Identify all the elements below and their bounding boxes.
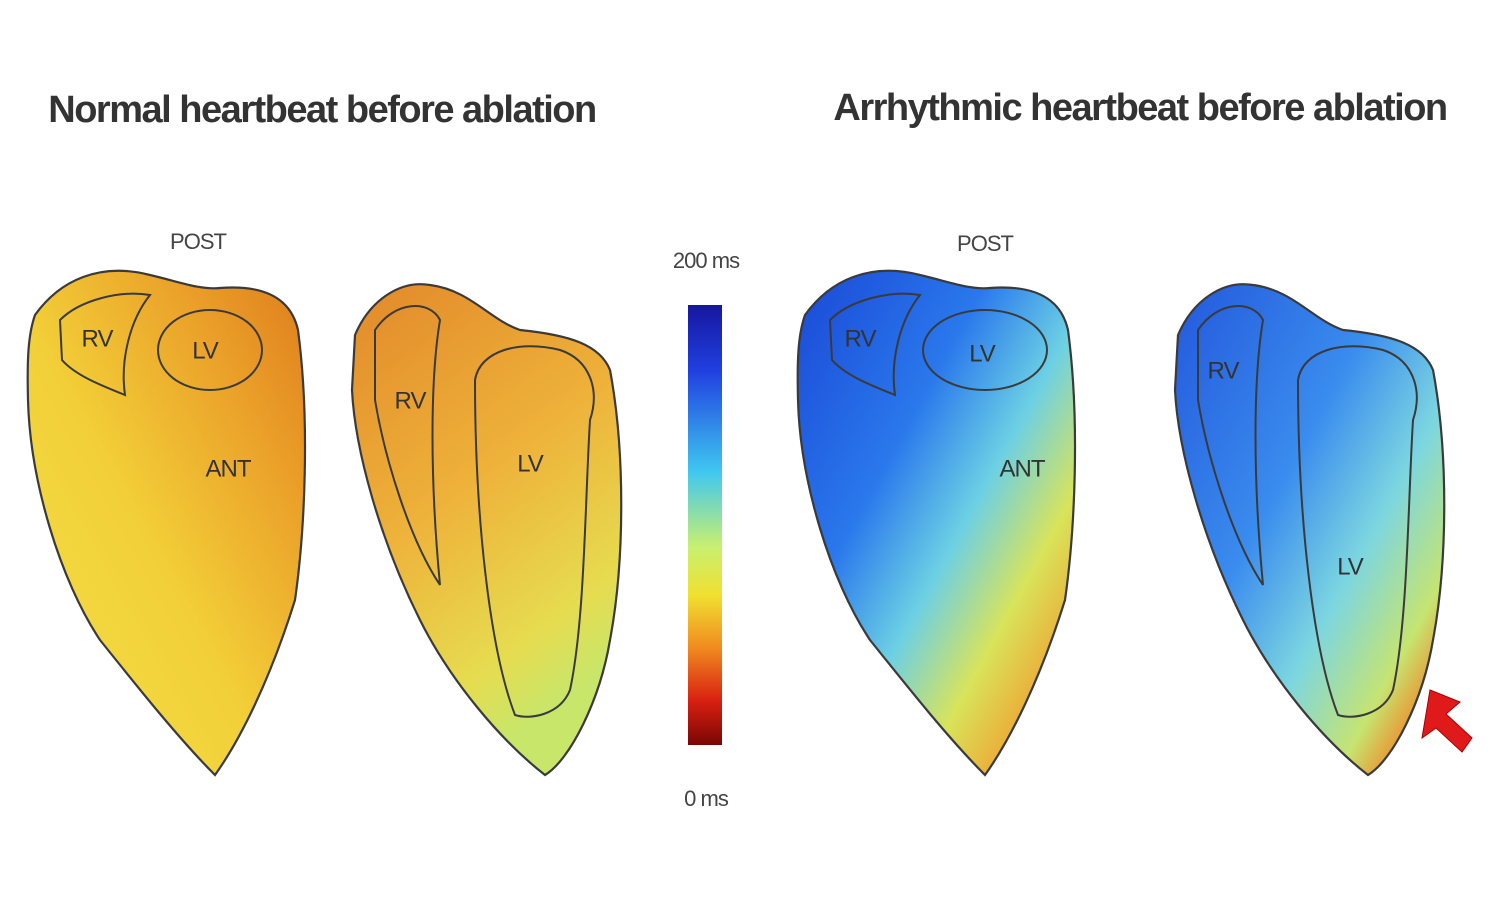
panel-title: Normal heartbeat before ablation <box>48 89 595 131</box>
region-label: LV <box>969 340 996 367</box>
colorbar-min-label: 0 ms <box>684 786 729 811</box>
view-label: POST <box>170 229 226 254</box>
region-label: ANT <box>206 455 252 482</box>
heart-side-view: RV LV <box>350 283 623 777</box>
colorbar: 200 ms 0 ms <box>673 248 741 811</box>
region-label: RV <box>395 387 427 414</box>
panel-title: Arrhythmic heartbeat before ablation <box>833 87 1446 129</box>
region-label: RV <box>845 325 877 352</box>
heart-side-view: RV LV <box>1173 283 1446 777</box>
view-label: POST <box>957 231 1013 256</box>
arrow <box>1421 689 1473 753</box>
region-label: LV <box>517 450 544 477</box>
region-label: LV <box>1337 553 1364 580</box>
colorbar-max-label: 200 ms <box>673 248 740 273</box>
heart-front-view: POST RV LV ANT <box>796 231 1077 777</box>
region-label: LV <box>192 337 219 364</box>
heart-front-view: POST RV LV ANT <box>26 229 307 777</box>
colorbar-scale <box>688 305 722 745</box>
region-label: RV <box>1208 357 1240 384</box>
region-label: RV <box>82 325 114 352</box>
region-label: ANT <box>1000 455 1046 482</box>
